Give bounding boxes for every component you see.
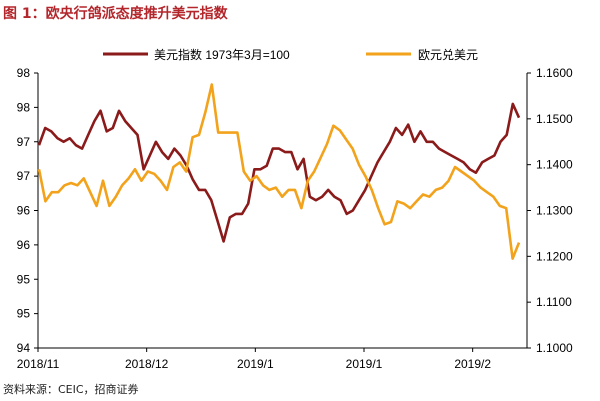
- right-tick-label: 1.1400: [536, 158, 573, 172]
- left-tick-label: 96: [17, 204, 31, 218]
- left-tick-label: 97: [17, 135, 31, 149]
- figure-title: 图 1：欧央行鸽派态度推升美元指数: [3, 6, 228, 22]
- series-line-eurusd: [37, 83, 521, 260]
- right-tick-label: 1.1500: [536, 112, 573, 126]
- axes: 94 95 95 96 96 97 97 98 98 1.1000 1.1100 1.1200 1.13…: [17, 66, 573, 371]
- series-line-usd-index: [37, 102, 521, 243]
- left-tick-label: 95: [17, 307, 31, 321]
- right-tick-label: 1.1600: [536, 66, 573, 80]
- x-tick-label: 2019/2: [454, 357, 491, 371]
- series-layer: [37, 83, 521, 260]
- x-tick-label: 2019/1: [346, 357, 383, 371]
- left-tick-label: 97: [17, 169, 31, 183]
- x-tick-label: 2018/12: [125, 357, 169, 371]
- right-tick-label: 1.1300: [536, 204, 573, 218]
- legend-label-eurusd: 欧元兑美元: [418, 48, 478, 62]
- left-tick-label: 98: [17, 66, 31, 80]
- source-note: 资料来源：CEIC，招商证券: [3, 383, 139, 396]
- legend: 美元指数 1973年3月=100 欧元兑美元: [103, 47, 478, 62]
- right-tick-label: 1.1100: [536, 295, 572, 309]
- left-tick-label: 98: [17, 100, 31, 114]
- right-tick-label: 1.1200: [536, 249, 573, 263]
- right-tick-label: 1.1000: [536, 341, 573, 355]
- x-tick-label: 2018/11: [17, 357, 60, 371]
- left-tick-label: 95: [17, 272, 31, 286]
- x-tick-label: 2019/1: [237, 357, 274, 371]
- left-tick-label: 96: [17, 238, 31, 252]
- legend-label-usd-index: 美元指数 1973年3月=100: [154, 47, 290, 62]
- left-tick-label: 94: [17, 341, 31, 355]
